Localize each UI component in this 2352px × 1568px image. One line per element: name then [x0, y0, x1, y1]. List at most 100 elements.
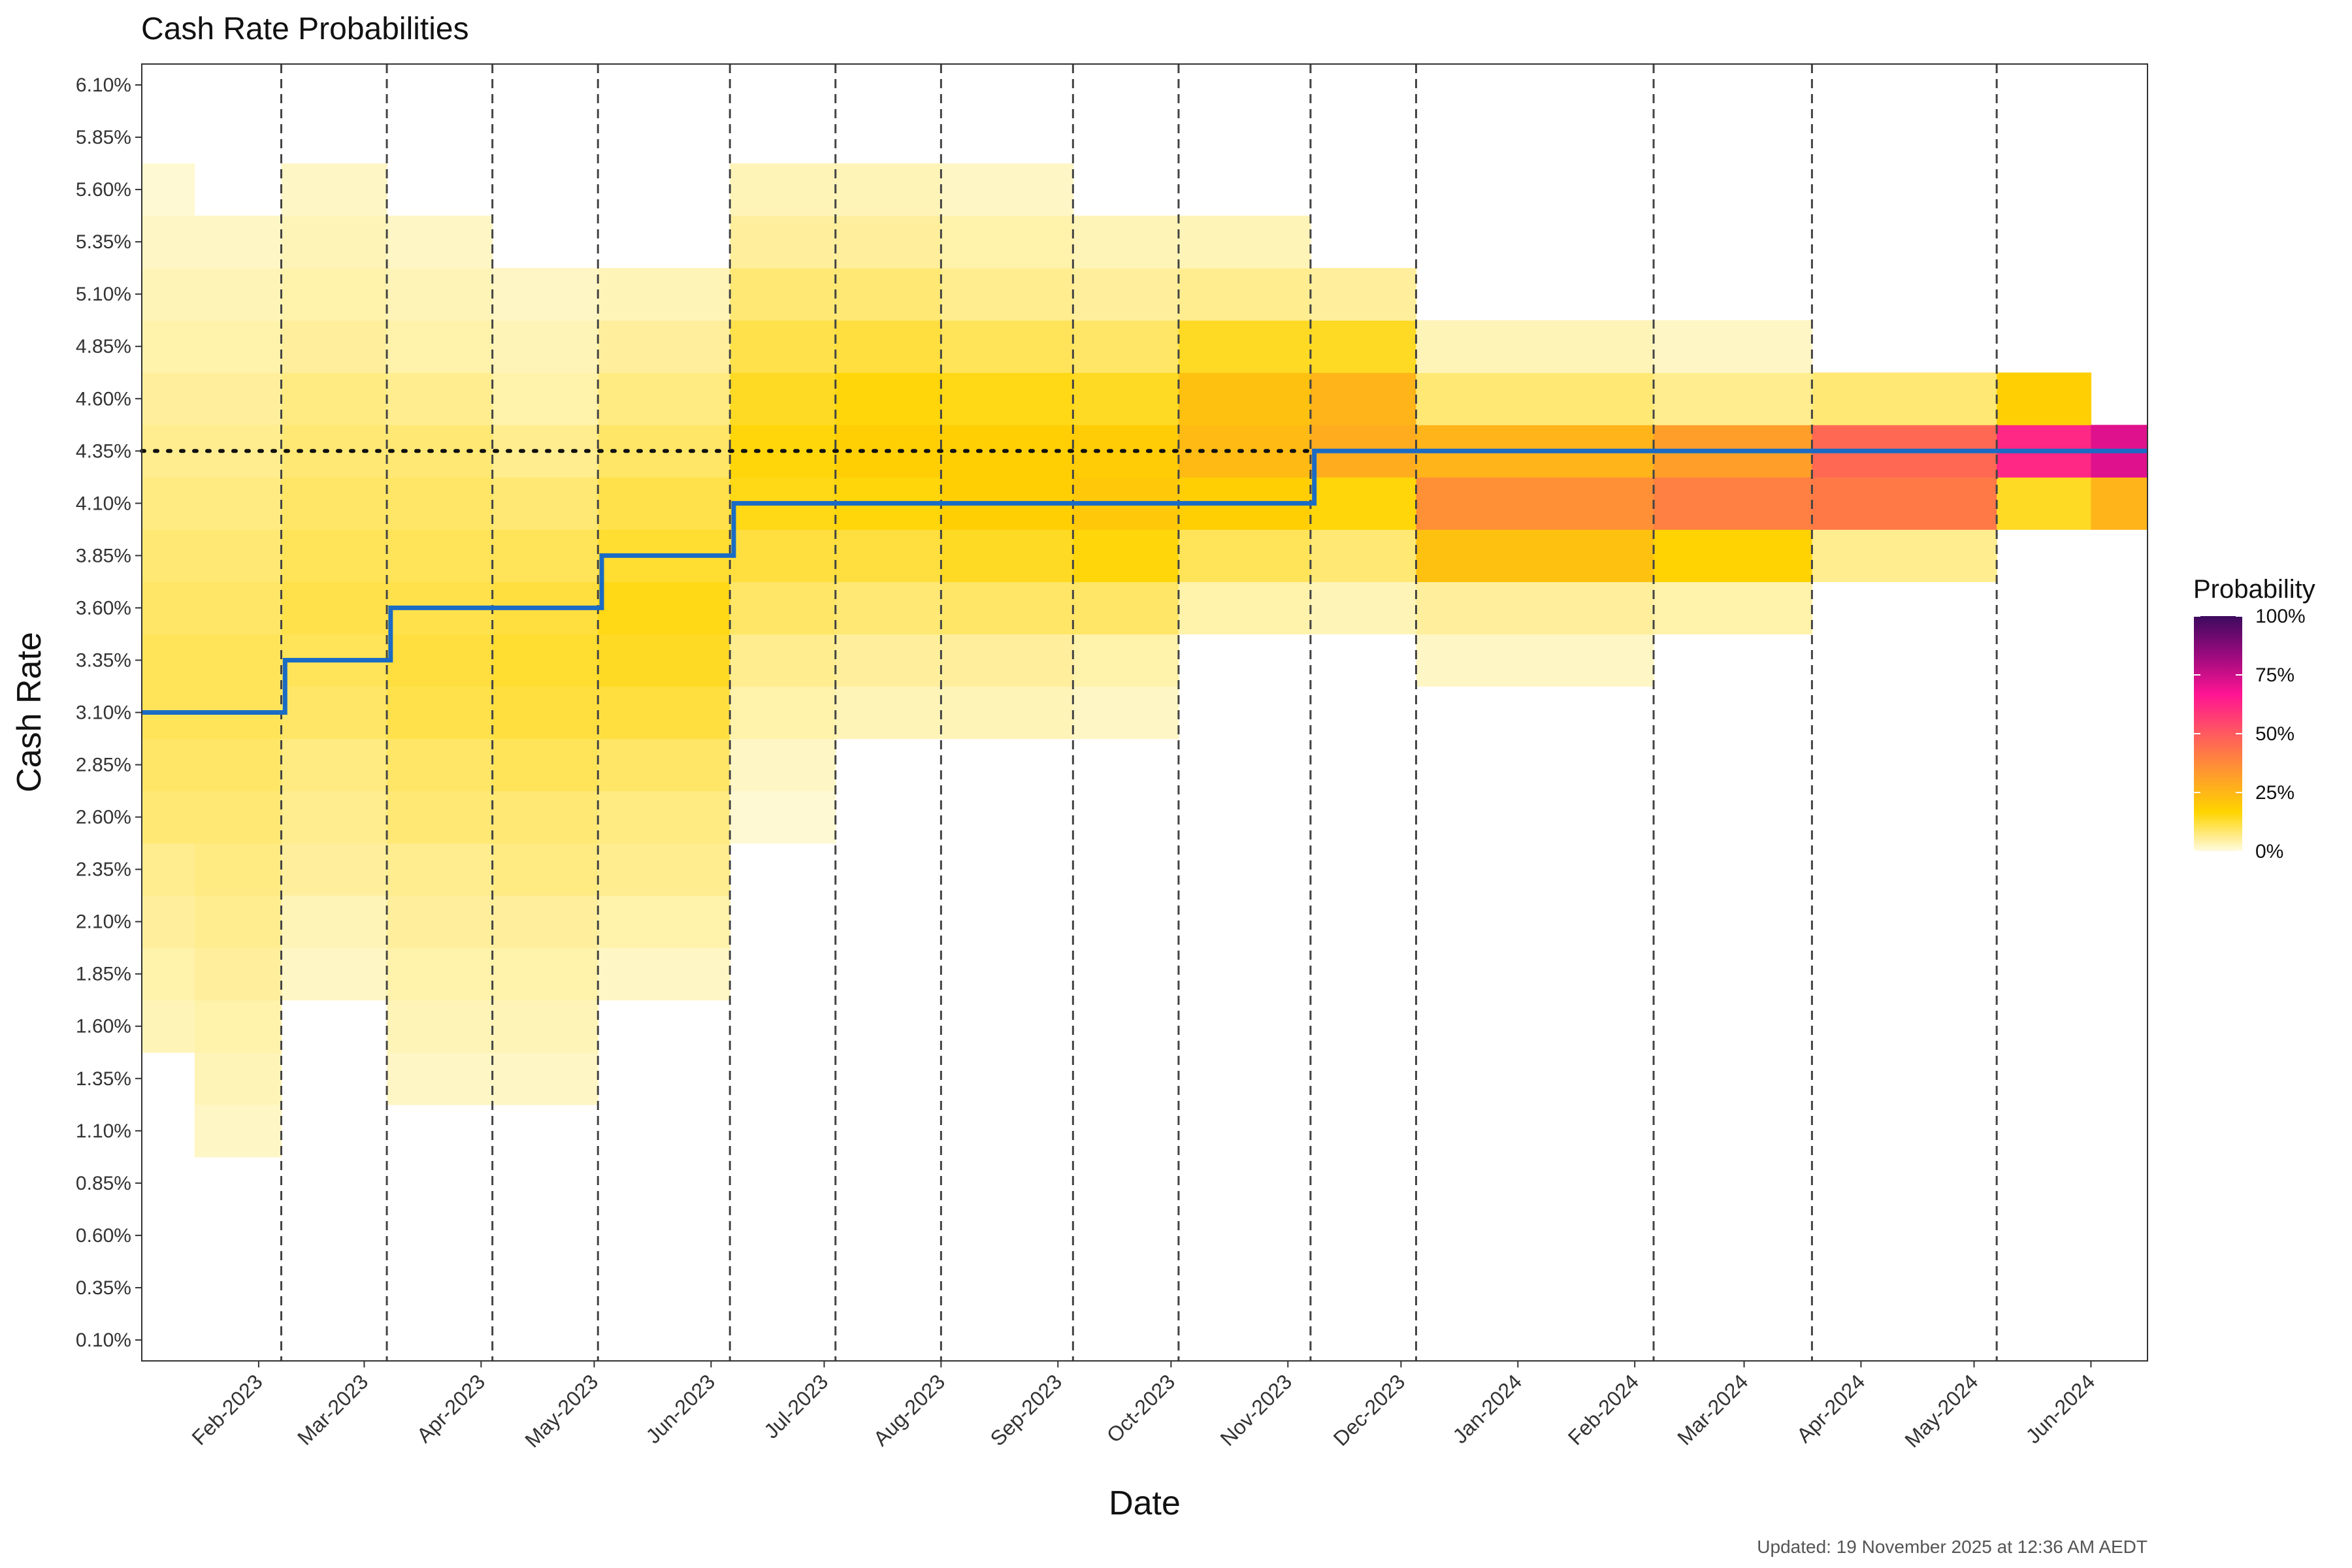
legend-label: 50%	[2255, 723, 2295, 745]
heat-tile	[194, 738, 282, 792]
y-tick-label: 1.10%	[76, 1120, 131, 1142]
heat-tile	[598, 581, 730, 634]
heat-tile	[281, 268, 387, 321]
heat-tile	[1812, 529, 1997, 582]
heat-tile	[1310, 320, 1417, 373]
heat-tile	[387, 477, 493, 530]
heat-tile	[1416, 477, 1654, 530]
y-tick-label: 0.60%	[76, 1225, 131, 1247]
heat-tile	[730, 686, 836, 740]
heat-tile	[1416, 320, 1654, 373]
heat-tile	[1997, 477, 2092, 530]
heat-tile	[492, 268, 598, 321]
heat-tile	[835, 163, 941, 216]
heat-tile	[194, 581, 282, 634]
y-tick-label: 6.10%	[76, 74, 131, 96]
legend-label: 25%	[2255, 782, 2295, 804]
heat-tile	[598, 895, 730, 949]
heat-tile	[281, 163, 387, 216]
heat-tile	[730, 320, 836, 373]
heat-tile	[730, 216, 836, 269]
heat-tile	[194, 372, 282, 425]
heat-tile	[941, 268, 1073, 321]
heat-tile	[1654, 581, 1812, 634]
heat-tile	[281, 843, 387, 896]
heat-tile	[941, 372, 1073, 425]
heat-tile	[835, 581, 941, 634]
y-tick-label: 0.35%	[76, 1277, 131, 1299]
y-tick-label: 5.60%	[76, 179, 131, 201]
heat-tile	[1073, 581, 1179, 634]
heat-tile	[941, 686, 1073, 740]
heat-tile	[730, 163, 836, 216]
y-axis: 0.10% 0.35% 0.60% 0.85% 1.10% 1.35% 1.60% 1.85%…	[76, 74, 142, 1351]
heat-tile	[281, 216, 387, 269]
legend-label: 75%	[2255, 664, 2295, 686]
heat-tile	[492, 477, 598, 530]
heat-tile	[1310, 581, 1417, 634]
heat-tile	[492, 372, 598, 425]
heat-tile	[1178, 216, 1311, 269]
heat-tile	[387, 1052, 493, 1105]
y-tick-label: 2.10%	[76, 911, 131, 933]
heat-tile	[1812, 477, 1997, 530]
heat-tile	[142, 791, 195, 844]
y-tick-label: 0.10%	[76, 1330, 131, 1351]
y-tick-label: 4.35%	[76, 440, 131, 462]
heat-tile	[492, 895, 598, 949]
heat-tile	[941, 320, 1073, 373]
heat-tile	[281, 947, 387, 1001]
heat-tile	[835, 686, 941, 740]
heat-tile	[492, 634, 598, 687]
heat-tile	[598, 738, 730, 792]
heat-tile	[730, 791, 836, 844]
heat-tile	[387, 268, 493, 321]
heat-tile	[730, 738, 836, 792]
heat-tile	[387, 947, 493, 1001]
heat-tile	[142, 581, 195, 634]
heat-tile	[941, 216, 1073, 269]
heat-tile	[142, 216, 195, 269]
heat-tile	[194, 1052, 282, 1105]
heat-tile	[194, 477, 282, 530]
heat-tile	[492, 320, 598, 373]
heat-tile	[730, 268, 836, 321]
heat-tile	[835, 634, 941, 687]
y-tick-label: 1.85%	[76, 964, 131, 985]
heat-tile	[142, 843, 195, 896]
y-tick-label: 4.10%	[76, 493, 131, 514]
heat-tile	[387, 216, 493, 269]
heat-tile	[387, 843, 493, 896]
heat-tile	[281, 791, 387, 844]
meeting-lines	[280, 64, 1998, 1361]
y-tick-label: 5.35%	[76, 231, 131, 253]
heat-tile	[387, 1000, 493, 1053]
heat-tile	[194, 634, 282, 687]
heat-tile	[387, 686, 493, 740]
legend-label: 0%	[2255, 841, 2283, 862]
heat-tile	[194, 895, 282, 949]
heat-tile	[194, 268, 282, 321]
heat-tile	[281, 686, 387, 740]
heat-tile	[1073, 216, 1179, 269]
y-tick-label: 1.35%	[76, 1068, 131, 1090]
heat-tile	[598, 477, 730, 530]
heat-tile	[387, 791, 493, 844]
heat-tile	[1812, 372, 1997, 425]
y-tick-label: 2.35%	[76, 859, 131, 881]
heat-tile	[1178, 581, 1311, 634]
heat-tile	[492, 738, 598, 792]
heat-tile	[1073, 529, 1179, 582]
heat-tile	[281, 581, 387, 634]
heat-tile	[142, 529, 195, 582]
heat-tile	[2091, 477, 2148, 530]
heat-tile	[1654, 477, 1812, 530]
y-tick-label: 3.85%	[76, 545, 131, 566]
heat-tile	[835, 268, 941, 321]
heat-tile	[492, 1052, 598, 1105]
heat-tile	[142, 634, 195, 687]
heat-tile	[142, 268, 195, 321]
heat-tile	[730, 529, 836, 582]
cash-rate-line	[142, 448, 2148, 715]
